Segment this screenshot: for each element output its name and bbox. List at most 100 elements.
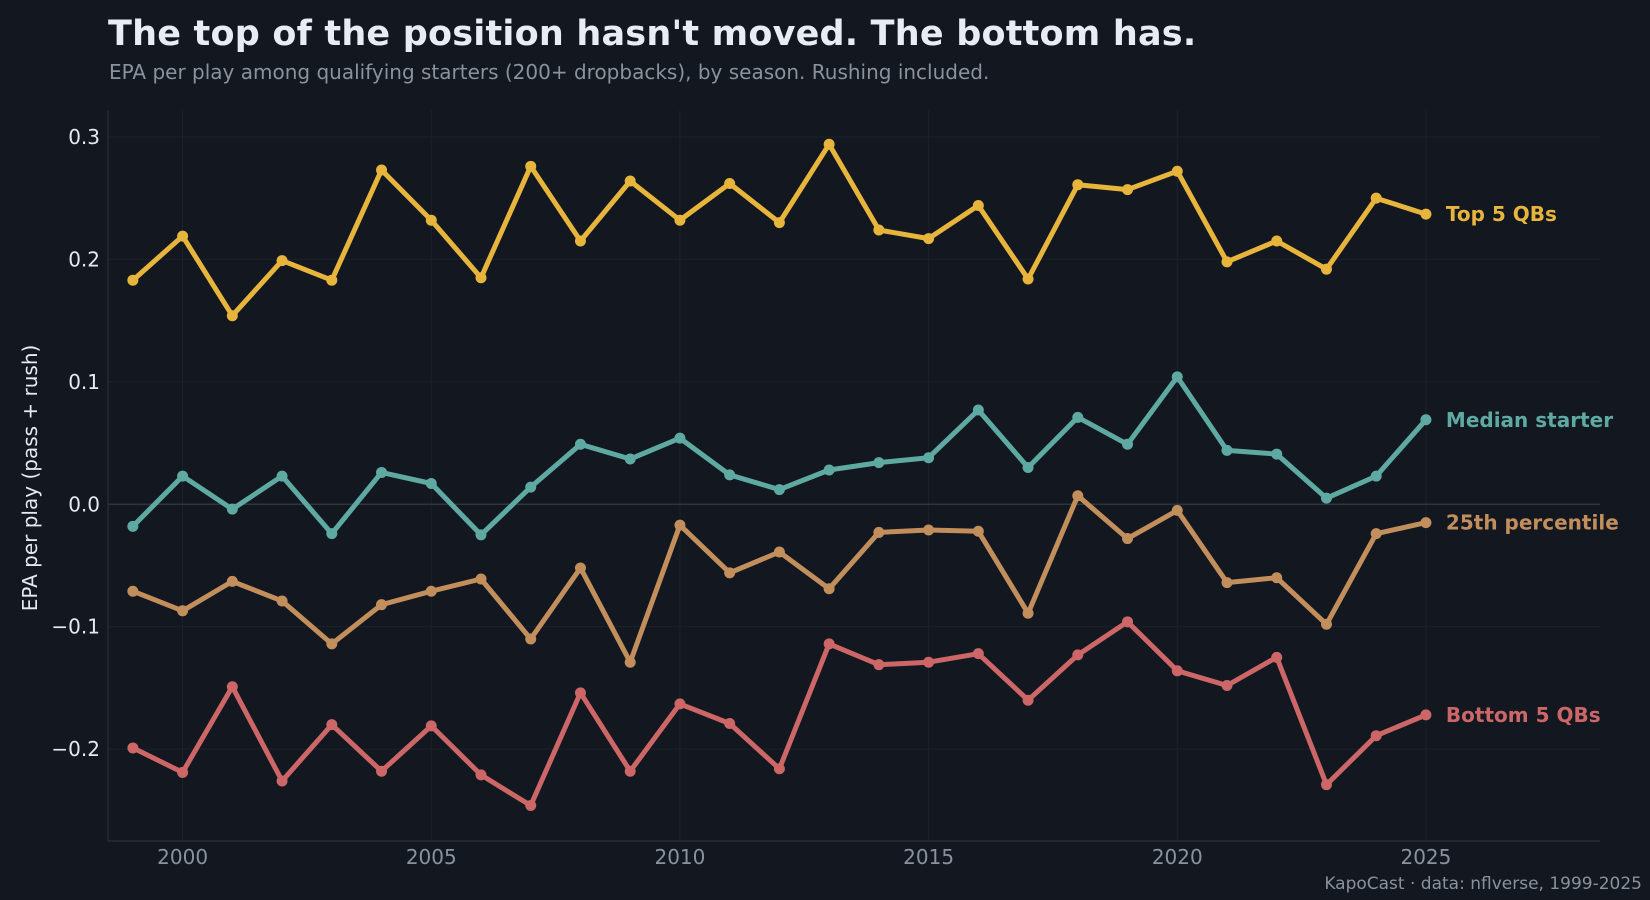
data-point-bottom-5-qbs xyxy=(475,769,487,781)
data-point-top-5-qbs xyxy=(873,224,885,236)
data-point-25th-percentile xyxy=(1072,490,1084,502)
x-tick-label: 2000 xyxy=(157,845,208,869)
data-point-median-starter xyxy=(425,477,437,489)
data-point-top-5-qbs xyxy=(127,274,139,286)
data-point-bottom-5-qbs xyxy=(674,698,686,710)
data-point-25th-percentile xyxy=(475,573,487,585)
data-point-bottom-5-qbs xyxy=(226,681,238,693)
data-point-bottom-5-qbs xyxy=(972,648,984,660)
data-point-median-starter xyxy=(475,529,487,541)
data-point-25th-percentile xyxy=(127,585,139,597)
data-point-top-5-qbs xyxy=(624,175,636,187)
y-tick-label: 0.1 xyxy=(68,370,100,394)
x-tick-label: 2025 xyxy=(1400,845,1451,869)
data-point-top-5-qbs xyxy=(1122,184,1134,196)
data-point-25th-percentile xyxy=(1420,517,1432,529)
data-point-median-starter xyxy=(574,438,586,450)
data-credit: KapoCast · data: nflverse, 1999-2025 xyxy=(1324,874,1642,894)
chart-subtitle: EPA per play among qualifying starters (… xyxy=(109,60,990,84)
data-point-median-starter xyxy=(127,520,139,532)
data-point-bottom-5-qbs xyxy=(1370,730,1382,742)
data-point-top-5-qbs xyxy=(525,160,537,172)
data-point-25th-percentile xyxy=(1320,618,1332,630)
data-point-top-5-qbs xyxy=(326,274,338,286)
data-point-bottom-5-qbs xyxy=(1420,709,1432,721)
data-point-25th-percentile xyxy=(972,525,984,537)
data-point-top-5-qbs xyxy=(1072,179,1084,191)
data-point-bottom-5-qbs xyxy=(923,656,935,668)
data-point-25th-percentile xyxy=(823,583,835,595)
data-point-top-5-qbs xyxy=(376,164,388,176)
series-group xyxy=(127,138,1432,811)
data-point-25th-percentile xyxy=(773,546,785,558)
x-tick-label: 2005 xyxy=(406,845,457,869)
y-tick-label: 0.2 xyxy=(68,247,100,271)
data-point-bottom-5-qbs xyxy=(1072,649,1084,661)
data-point-top-5-qbs xyxy=(823,138,835,150)
data-point-25th-percentile xyxy=(1022,607,1034,619)
data-point-top-5-qbs xyxy=(923,233,935,245)
data-point-25th-percentile xyxy=(276,595,288,607)
data-point-25th-percentile xyxy=(226,575,238,587)
data-point-top-5-qbs xyxy=(425,214,437,226)
data-point-median-starter xyxy=(376,466,388,478)
tick-labels: 2000 2005 2010 2015 2020 2025 −0.2 −0.1 0.0 0.1 0.… xyxy=(51,125,1451,869)
data-point-bottom-5-qbs xyxy=(525,799,537,811)
data-point-top-5-qbs xyxy=(1420,208,1432,220)
series-line-median-starter xyxy=(130,374,1429,538)
x-tick-label: 2015 xyxy=(903,845,954,869)
data-point-median-starter xyxy=(624,453,636,465)
y-tick-label: 0.3 xyxy=(68,125,100,149)
data-point-bottom-5-qbs xyxy=(1320,779,1332,791)
data-point-median-starter xyxy=(773,484,785,496)
data-point-median-starter xyxy=(1122,438,1134,450)
data-point-bottom-5-qbs xyxy=(1122,616,1134,628)
data-point-bottom-5-qbs xyxy=(376,765,388,777)
data-point-bottom-5-qbs xyxy=(1171,665,1183,677)
data-point-median-starter xyxy=(724,469,736,481)
data-point-median-starter xyxy=(326,528,338,540)
data-point-25th-percentile xyxy=(1171,504,1183,516)
data-point-top-5-qbs xyxy=(475,272,487,284)
data-point-median-starter xyxy=(823,464,835,476)
y-tick-label: 0.0 xyxy=(68,492,100,516)
data-point-top-5-qbs xyxy=(226,310,238,322)
data-point-25th-percentile xyxy=(624,656,636,668)
data-point-bottom-5-qbs xyxy=(276,775,288,787)
series-line-bottom-5-qbs xyxy=(130,619,1429,808)
data-point-25th-percentile xyxy=(177,605,189,617)
series-label-25th-percentile: 25th percentile xyxy=(1446,511,1619,535)
data-point-top-5-qbs xyxy=(1171,165,1183,177)
data-point-median-starter xyxy=(276,470,288,482)
data-point-25th-percentile xyxy=(724,567,736,579)
data-point-bottom-5-qbs xyxy=(177,766,189,778)
series-labels: Top 5 QBs Median starter 25th percentile Bo… xyxy=(1446,202,1619,727)
series-line-25th-percentile xyxy=(130,493,1429,665)
axes xyxy=(107,110,1600,842)
data-point-median-starter xyxy=(972,404,984,416)
x-tick-label: 2010 xyxy=(654,845,705,869)
series-line-top-5-qbs xyxy=(130,141,1429,319)
data-point-bottom-5-qbs xyxy=(873,659,885,671)
data-point-bottom-5-qbs xyxy=(823,638,835,650)
data-point-25th-percentile xyxy=(873,526,885,538)
data-point-25th-percentile xyxy=(376,599,388,611)
series-label-median-starter: Median starter xyxy=(1446,408,1613,432)
data-point-top-5-qbs xyxy=(724,177,736,189)
data-point-bottom-5-qbs xyxy=(425,720,437,732)
data-point-25th-percentile xyxy=(525,633,537,645)
data-point-median-starter xyxy=(525,481,537,493)
data-point-median-starter xyxy=(1022,462,1034,474)
y-tick-label: −0.1 xyxy=(51,615,100,639)
data-point-25th-percentile xyxy=(1370,528,1382,540)
y-tick-label: −0.2 xyxy=(51,737,100,761)
x-tick-label: 2020 xyxy=(1152,845,1203,869)
data-point-top-5-qbs xyxy=(1370,192,1382,204)
data-point-25th-percentile xyxy=(923,524,935,536)
data-point-median-starter xyxy=(674,432,686,444)
data-point-bottom-5-qbs xyxy=(574,687,586,699)
data-point-median-starter xyxy=(1171,371,1183,383)
data-point-bottom-5-qbs xyxy=(1022,694,1034,706)
data-point-bottom-5-qbs xyxy=(326,719,338,731)
series-label-bottom-5-qbs: Bottom 5 QBs xyxy=(1446,703,1601,727)
